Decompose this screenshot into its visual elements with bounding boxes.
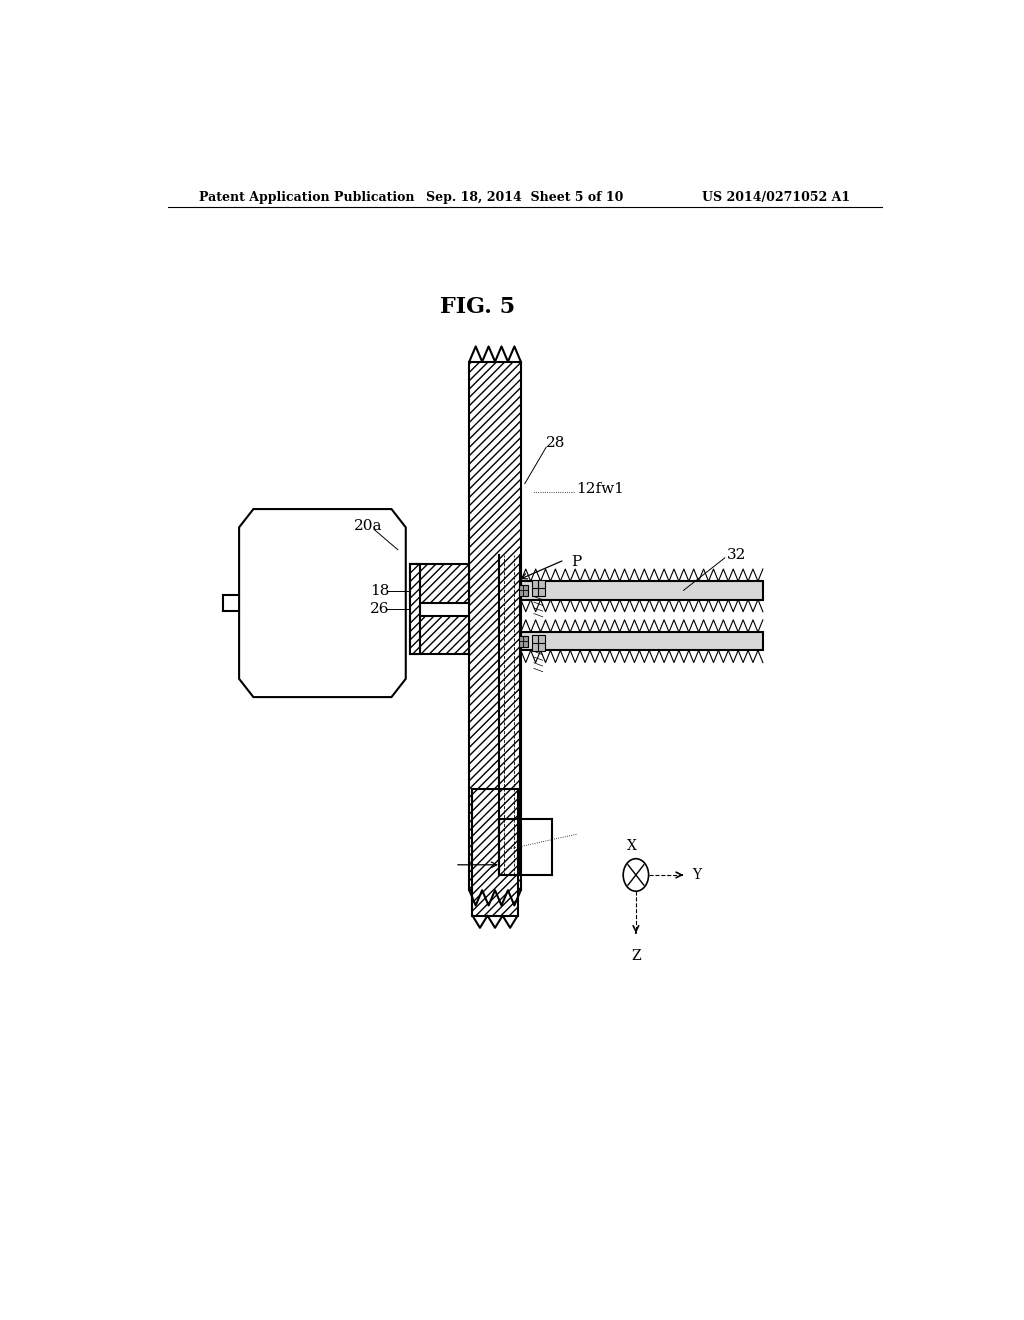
Text: US 2014/0271052 A1: US 2014/0271052 A1 xyxy=(702,191,850,203)
Polygon shape xyxy=(410,615,469,655)
Circle shape xyxy=(624,859,648,891)
Polygon shape xyxy=(240,510,406,697)
Bar xyxy=(531,581,545,597)
Text: Sep. 18, 2014  Sheet 5 of 10: Sep. 18, 2014 Sheet 5 of 10 xyxy=(426,191,624,203)
Bar xyxy=(531,635,545,651)
Text: 32: 32 xyxy=(727,548,746,562)
Text: P: P xyxy=(570,554,581,569)
Text: Patent Application Publication: Patent Application Publication xyxy=(200,191,415,203)
Text: X: X xyxy=(627,838,637,853)
Bar xyxy=(519,636,527,647)
Bar xyxy=(521,632,763,651)
Polygon shape xyxy=(410,564,420,655)
Text: 28: 28 xyxy=(546,436,565,450)
Text: FIG. 5: FIG. 5 xyxy=(439,296,515,318)
Polygon shape xyxy=(410,564,469,602)
Bar xyxy=(519,585,527,595)
Polygon shape xyxy=(469,362,521,890)
Text: Y: Y xyxy=(692,869,701,882)
Text: 20a: 20a xyxy=(354,519,383,533)
Polygon shape xyxy=(472,788,518,916)
Text: 18: 18 xyxy=(370,585,389,598)
Bar xyxy=(521,581,763,599)
Text: 26: 26 xyxy=(370,602,389,615)
Text: 12fw1: 12fw1 xyxy=(577,482,625,496)
Text: Z: Z xyxy=(631,949,641,964)
